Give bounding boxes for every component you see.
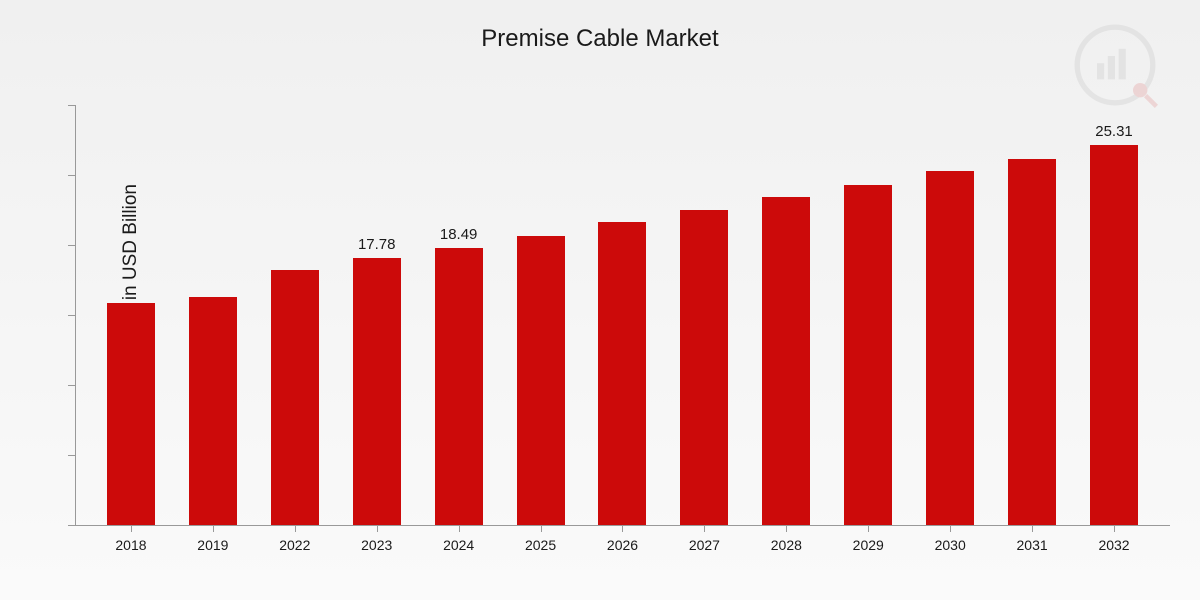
bar-group: 2018 <box>90 303 172 525</box>
bar <box>517 236 565 526</box>
y-tick <box>68 525 75 526</box>
x-tick <box>541 525 542 532</box>
x-axis-label: 2022 <box>254 537 336 553</box>
bar <box>598 222 646 525</box>
bar-group: 2028 <box>745 197 827 526</box>
chart-title: Premise Cable Market <box>0 0 1200 53</box>
bar-group: 25.312032 <box>1073 145 1155 525</box>
y-tick <box>68 175 75 176</box>
bar <box>107 303 155 525</box>
bar <box>271 270 319 525</box>
bar-value-label: 17.78 <box>353 236 401 253</box>
x-axis-label: 2032 <box>1073 537 1155 553</box>
bar-group: 2022 <box>254 270 336 525</box>
bar-group: 2030 <box>909 171 991 525</box>
x-axis-label: 2019 <box>172 537 254 553</box>
x-tick <box>622 525 623 532</box>
bar <box>189 297 237 525</box>
bar <box>926 171 974 525</box>
watermark-logo-icon <box>1070 20 1160 110</box>
y-tick <box>68 315 75 316</box>
bar-rect <box>435 248 483 525</box>
bar-group: 2025 <box>500 236 582 526</box>
bar <box>680 210 728 525</box>
x-tick <box>377 525 378 532</box>
bar-value-label: 18.49 <box>435 226 483 243</box>
x-tick <box>868 525 869 532</box>
bar <box>762 197 810 526</box>
bar-value-label: 25.31 <box>1090 123 1138 140</box>
x-tick <box>950 525 951 532</box>
bar-rect <box>844 185 892 526</box>
x-axis-label: 2024 <box>418 537 500 553</box>
x-axis-label: 2023 <box>336 537 418 553</box>
y-tick <box>68 105 75 106</box>
y-tick <box>68 245 75 246</box>
chart-area: 20182019202217.78202318.4920242025202620… <box>75 105 1170 525</box>
x-tick <box>131 525 132 532</box>
x-axis-label: 2018 <box>90 537 172 553</box>
bar-rect <box>107 303 155 525</box>
bar-group: 2019 <box>172 297 254 525</box>
x-axis-label: 2029 <box>827 537 909 553</box>
bars-container: 20182019202217.78202318.4920242025202620… <box>75 105 1170 525</box>
bar <box>844 185 892 526</box>
x-tick <box>1114 525 1115 532</box>
x-axis-label: 2030 <box>909 537 991 553</box>
bar-group: 2026 <box>582 222 664 525</box>
bar-rect <box>598 222 646 525</box>
x-tick <box>704 525 705 532</box>
y-tick <box>68 455 75 456</box>
y-tick <box>68 385 75 386</box>
bar-rect <box>189 297 237 525</box>
bar-rect <box>1008 159 1056 525</box>
x-tick <box>459 525 460 532</box>
bar: 25.31 <box>1090 145 1138 525</box>
x-tick <box>786 525 787 532</box>
bar-rect <box>271 270 319 525</box>
x-axis-label: 2028 <box>745 537 827 553</box>
bar-rect <box>1090 145 1138 525</box>
bar-group: 17.782023 <box>336 258 418 525</box>
bar-group: 2029 <box>827 185 909 526</box>
bar-group: 2031 <box>991 159 1073 525</box>
x-axis-label: 2026 <box>582 537 664 553</box>
bar <box>1008 159 1056 525</box>
bar: 17.78 <box>353 258 401 525</box>
bar-rect <box>517 236 565 526</box>
bar: 18.49 <box>435 248 483 525</box>
x-axis-label: 2025 <box>500 537 582 553</box>
bar-rect <box>926 171 974 525</box>
x-axis-label: 2031 <box>991 537 1073 553</box>
x-tick <box>295 525 296 532</box>
bar-rect <box>762 197 810 526</box>
bar-group: 2027 <box>663 210 745 525</box>
x-axis-label: 2027 <box>663 537 745 553</box>
x-tick <box>213 525 214 532</box>
bar-rect <box>680 210 728 525</box>
bar-group: 18.492024 <box>418 248 500 525</box>
bar-rect <box>353 258 401 525</box>
x-tick <box>1032 525 1033 532</box>
